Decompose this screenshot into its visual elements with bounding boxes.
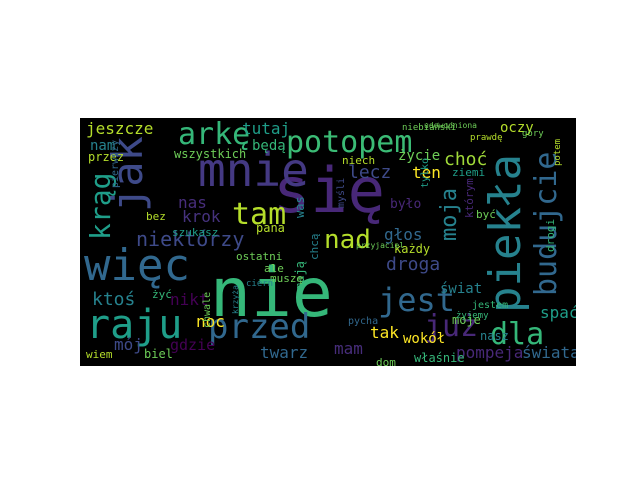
word-8: potopem <box>286 125 412 160</box>
word-12: już <box>424 309 478 344</box>
word-33: mam <box>334 339 363 358</box>
word-61: wiem <box>86 348 113 361</box>
word-59: żyć <box>152 288 172 301</box>
word-77: przyjaciel <box>356 241 404 250</box>
word-13: dla <box>490 317 544 352</box>
word-55: chcą <box>308 233 321 260</box>
word-73: myśli <box>335 178 347 208</box>
word-75: cierń <box>246 279 273 289</box>
word-37: spać <box>540 303 576 322</box>
word-51: szukasz <box>172 226 218 239</box>
word-53: ostatni <box>236 250 282 263</box>
word-23: ten <box>412 163 441 182</box>
word-78: tylko <box>420 158 431 188</box>
word-44: życie <box>398 148 440 164</box>
word-81: żyjemy <box>456 311 489 321</box>
word-28: nas <box>178 193 207 212</box>
word-69: was <box>293 196 307 218</box>
word-45: oczy <box>500 120 534 136</box>
word-65: ziemi <box>452 166 485 179</box>
word-14: budujcie <box>529 152 564 297</box>
word-63: właśnie <box>414 351 465 365</box>
word-3: mnie <box>198 143 309 197</box>
word-67: być <box>476 208 496 221</box>
word-36: świata <box>522 343 576 362</box>
word-72: chwale <box>202 292 213 328</box>
word-19: jeszcze <box>86 119 153 138</box>
word-20: tutaj <box>242 119 290 138</box>
word-79: pycha <box>348 316 378 327</box>
word-47: nam <box>90 138 115 154</box>
word-11: jest <box>378 281 455 319</box>
word-60: biel <box>144 347 173 361</box>
word-31: gdzie <box>170 336 215 354</box>
word-70: niebiański <box>402 123 456 133</box>
word-5: jak <box>103 136 152 212</box>
word-48: wszystkich <box>174 147 246 161</box>
word-64: niech <box>342 154 375 167</box>
word-41: wokół <box>403 331 445 347</box>
word-71: udowodniona <box>424 121 477 130</box>
word-54: pana <box>256 221 285 235</box>
word-24: droga <box>386 254 440 275</box>
word-17: moja <box>437 188 462 241</box>
word-43: nasz <box>480 329 509 343</box>
word-18: niektórzy <box>136 227 244 251</box>
word-22: choć <box>444 149 487 170</box>
word-29: noc <box>196 312 225 331</box>
word-58: bez <box>146 210 166 223</box>
word-7: przed <box>208 307 310 347</box>
word-40: świat <box>440 281 482 297</box>
word-25: ktoś <box>92 289 135 310</box>
word-4: piekła <box>480 154 531 313</box>
word-9: arkę <box>178 118 250 152</box>
word-80: góry <box>522 128 544 139</box>
word-6: raju <box>86 302 182 348</box>
word-30: mój <box>114 335 143 354</box>
word-83: prawdę <box>470 133 503 143</box>
word-50: przez <box>88 150 124 164</box>
word-32: twarz <box>260 343 308 362</box>
word-2: więc <box>84 240 190 291</box>
word-46: było <box>390 197 421 212</box>
word-26: nikt <box>170 290 209 309</box>
word-21: lecz <box>348 162 391 183</box>
word-76: jestem <box>472 300 508 311</box>
word-1: się <box>273 154 385 227</box>
word-35: pompeja <box>456 343 523 362</box>
wordcloud-panel: nie się więc mnie piekła jak raju przed potopem a… <box>80 118 576 366</box>
word-38: głos <box>384 225 423 244</box>
word-66: którym <box>463 178 476 218</box>
word-27: krok <box>182 207 221 226</box>
word-74: ale <box>264 262 284 275</box>
word-16: nad <box>324 225 371 255</box>
word-84: potem <box>553 139 563 166</box>
word-34: tak <box>370 323 399 342</box>
word-15: krąg <box>84 173 117 240</box>
word-49: będą <box>252 138 286 154</box>
word-82: krzyża <box>231 285 240 314</box>
word-39: każdy <box>394 242 430 256</box>
word-42: moje <box>452 313 481 327</box>
word-62: dom <box>376 356 396 366</box>
word-10: tam <box>232 197 286 232</box>
word-57: muszę <box>270 272 303 285</box>
word-0: nie <box>210 254 333 333</box>
word-68: drogi <box>544 219 557 252</box>
word-56: mają <box>293 261 307 290</box>
word-52: pierwszy <box>110 140 121 188</box>
